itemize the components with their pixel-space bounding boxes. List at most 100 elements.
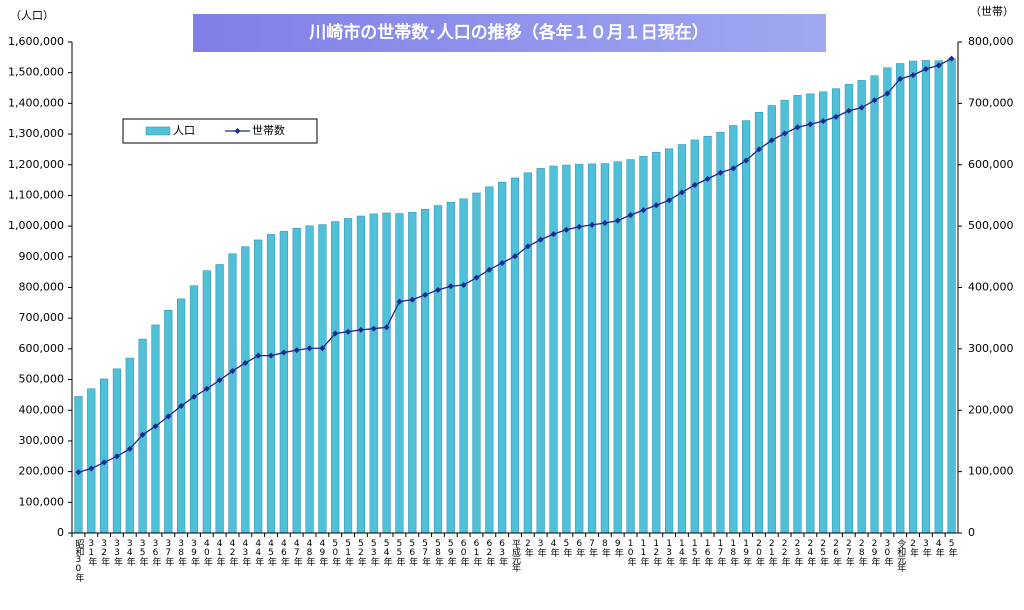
marker [704,175,711,182]
marker [820,118,827,125]
bar [305,225,314,534]
marker [88,465,95,472]
marker [871,97,878,104]
marker [794,124,801,131]
y-tick-label: 1,500,000 [8,66,64,79]
bar [498,181,507,534]
bar [677,144,687,534]
marker [550,231,557,238]
bar [600,163,609,534]
legend-marker [234,128,241,134]
y-tick-label: 500,000 [19,373,65,386]
bar [164,309,173,534]
bar [921,60,931,534]
bar [716,131,725,534]
bar [279,231,288,534]
x-tick-label: 61年 [471,539,482,567]
marker [576,223,583,230]
y-tick-label: 1,200,000 [8,158,64,171]
x-tick-label: 60年 [459,539,470,567]
bar [446,201,455,534]
marker [139,431,146,438]
y-tick-label: 900,000 [19,250,65,263]
x-tick-label: 25年 [818,539,829,567]
marker [332,330,339,337]
bar [74,396,83,534]
bar [228,253,237,534]
marker [627,212,634,219]
bar [215,264,224,534]
x-tick-label: 22年 [780,539,791,567]
marker [910,72,917,79]
bar [241,246,250,534]
title-box [193,14,826,52]
x-tick-label: 15年 [690,539,701,567]
bar [703,135,712,534]
y2-tick-label: 0 [968,526,975,539]
legend-swatch [145,126,171,136]
marker [653,202,660,209]
x-tick-label: 2年 [908,539,919,558]
marker [268,352,275,359]
x-tick-label: 33年 [112,539,123,567]
bar [947,58,956,534]
bar [266,234,276,534]
bar [87,388,96,534]
x-tick-label: 31年 [86,539,97,567]
marker [833,113,840,120]
marker [486,266,493,273]
y2-tick-label: 700,000 [968,96,1014,109]
x-tick-label: 4年 [934,539,945,558]
x-tick-label: 29年 [870,539,881,567]
bar [343,218,353,534]
x-tick-label: 58年 [433,539,444,567]
bar [202,270,211,534]
bar [356,215,366,534]
marker [357,326,364,333]
bar [844,84,853,534]
legend-label: 世帯数 [252,124,285,137]
y-tick-label: 1,100,000 [8,188,64,201]
x-tick-label: 41年 [215,539,226,567]
marker [255,352,262,359]
bar [99,378,109,534]
marker [203,385,210,392]
bar [459,198,468,534]
marker [345,328,352,335]
bar [292,228,301,534]
marker [152,423,159,430]
x-tick-label: 6年 [574,539,585,558]
x-tick-label: 5年 [561,539,572,558]
marker [768,137,775,144]
y-tick-label: 600,000 [19,342,65,355]
marker [897,75,904,82]
y-tick-label: 300,000 [19,434,65,447]
x-tick-label: 16年 [703,539,714,567]
y2-tick-label: 300,000 [968,342,1014,355]
bar [433,205,443,534]
marker [589,221,596,228]
x-tick-label: 令和元年 [895,538,906,573]
x-tick-label: 45年 [266,539,277,567]
marker [524,243,531,250]
y2-tick-label: 100,000 [968,465,1014,478]
bar [934,60,943,534]
marker [75,469,82,476]
marker [717,169,724,176]
x-tick-label: 30年 [882,539,893,567]
bar [189,285,199,534]
x-tick-label: 20年 [754,539,765,567]
x-tick-label: 54年 [382,539,393,567]
bar [562,164,571,534]
bar [896,63,905,534]
legend-label: 人口 [173,124,195,137]
x-tick-label: 34年 [125,539,136,567]
bar [793,95,802,534]
x-tick-label: 21年 [767,539,778,567]
marker [460,282,467,289]
x-tick-label: 3年 [536,539,547,558]
bar [729,125,738,534]
bar [472,192,481,534]
x-tick-label: 7年 [587,539,598,558]
